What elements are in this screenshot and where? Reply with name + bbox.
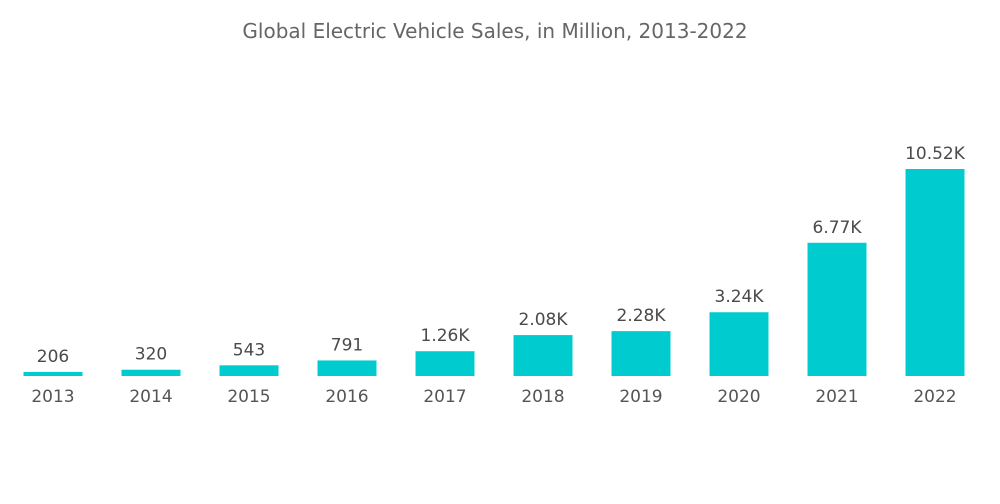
data-label-2013: 206 (37, 347, 69, 367)
x-tick-2019: 2019 (619, 387, 662, 407)
bar-2016 (317, 360, 377, 376)
bar-2017 (415, 351, 475, 376)
data-label-2015: 543 (233, 340, 265, 360)
data-label-2016: 791 (331, 335, 363, 355)
x-tick-2020: 2020 (717, 387, 760, 407)
x-tick-2014: 2014 (129, 387, 172, 407)
bar-2019 (611, 331, 671, 376)
x-tick-2017: 2017 (423, 387, 466, 407)
data-label-2019: 2.28K (617, 306, 667, 326)
x-tick-2018: 2018 (521, 387, 564, 407)
bar-2015 (219, 365, 279, 376)
bar-2021 (807, 242, 867, 376)
data-label-2022: 10.52K (905, 144, 966, 164)
data-label-2018: 2.08K (519, 310, 569, 330)
bar-2020 (709, 312, 769, 376)
x-tick-2013: 2013 (31, 387, 74, 407)
bar-2022 (905, 169, 965, 376)
x-tick-2021: 2021 (815, 387, 858, 407)
data-label-2021: 6.77K (813, 218, 863, 238)
bar-2013 (23, 371, 83, 376)
x-tick-2016: 2016 (325, 387, 368, 407)
bar-2014 (121, 369, 181, 376)
chart-title: Global Electric Vehicle Sales, in Millio… (242, 19, 747, 43)
data-label-2017: 1.26K (421, 326, 471, 346)
data-label-2014: 320 (135, 345, 167, 365)
x-tick-2015: 2015 (227, 387, 270, 407)
data-label-2020: 3.24K (715, 287, 765, 307)
x-tick-2022: 2022 (913, 387, 956, 407)
bar-2018 (513, 335, 573, 376)
